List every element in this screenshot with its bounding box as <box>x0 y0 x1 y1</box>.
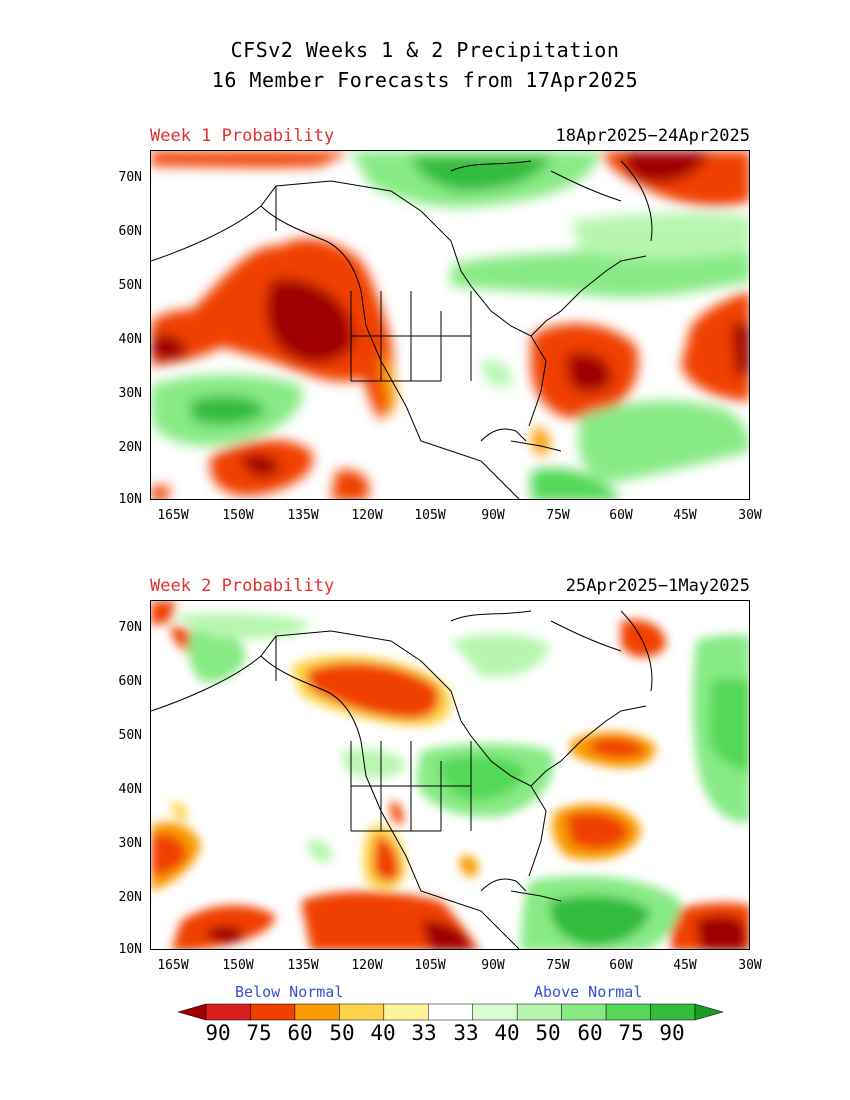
colorbar-label: 75 <box>246 1021 272 1045</box>
above-normal-label: Above Normal <box>534 983 643 1001</box>
colorbar-label: 75 <box>618 1021 644 1045</box>
colorbar-label: 40 <box>494 1021 520 1045</box>
lat-tick-70n: 70N <box>118 170 142 185</box>
week2-coastlines <box>151 610 653 949</box>
colorbar-swatch <box>561 1003 607 1021</box>
lon-tick-60w: 60W <box>609 508 633 523</box>
lon-tick-150w: 150W <box>222 508 254 523</box>
colorbar-label: 50 <box>535 1021 561 1045</box>
below-normal-label: Below Normal <box>235 983 344 1001</box>
lon-tick-105w: 105W <box>414 958 446 973</box>
lon-tick-120w: 120W <box>351 508 383 523</box>
week1-probability-map <box>150 150 750 500</box>
lon-tick-165w: 165W <box>157 958 189 973</box>
chart-title-line1: CFSv2 Weeks 1 & 2 Precipitation <box>230 38 620 62</box>
colorbar-label: 60 <box>287 1021 313 1045</box>
colorbar-swatch <box>605 1003 651 1021</box>
colorbar-label: 50 <box>329 1021 355 1045</box>
colorbar-swatch <box>339 1003 385 1021</box>
colorbar-left-arrow <box>177 1003 207 1021</box>
lon-tick-135w: 135W <box>287 508 319 523</box>
week1-coastlines <box>151 160 653 499</box>
lon-tick-75w: 75W <box>546 958 570 973</box>
lat-tick-40n: 40N <box>118 332 142 347</box>
colorbar-label: 90 <box>659 1021 685 1045</box>
lat-tick-50n: 50N <box>118 278 142 293</box>
week1-date-range: 18Apr2025−24Apr2025 <box>555 126 750 146</box>
lon-tick-60w: 60W <box>609 958 633 973</box>
lat-tick-20n: 20N <box>118 440 142 455</box>
colorbar-label: 40 <box>370 1021 396 1045</box>
lon-tick-150w: 150W <box>222 958 254 973</box>
lat-tick-30n: 30N <box>118 386 142 401</box>
colorbar <box>177 1002 724 1022</box>
colorbar-swatch <box>294 1003 340 1021</box>
colorbar-swatch <box>205 1003 251 1021</box>
lat-tick-70n: 70N <box>118 620 142 635</box>
lon-tick-90w: 90W <box>481 508 505 523</box>
week2-date-range: 25Apr2025−1May2025 <box>565 576 750 596</box>
lon-tick-120w: 120W <box>351 958 383 973</box>
colorbar-label: 33 <box>411 1021 437 1045</box>
lat-tick-60n: 60N <box>118 224 142 239</box>
lat-tick-40n: 40N <box>118 782 142 797</box>
lat-tick-50n: 50N <box>118 728 142 743</box>
lon-tick-90w: 90W <box>481 958 505 973</box>
colorbar-swatch <box>250 1003 296 1021</box>
lon-tick-165w: 165W <box>157 508 189 523</box>
lon-tick-45w: 45W <box>673 958 697 973</box>
chart-title-line2: 16 Member Forecasts from 17Apr2025 <box>211 68 639 92</box>
lat-tick-10n: 10N <box>118 492 142 507</box>
colorbar-right-arrow <box>694 1003 724 1021</box>
week1-probability-label: Week 1 Probability <box>150 126 335 146</box>
lat-tick-20n: 20N <box>118 890 142 905</box>
lat-tick-30n: 30N <box>118 836 142 851</box>
colorbar-label: 90 <box>205 1021 231 1045</box>
colorbar-label: 60 <box>577 1021 603 1045</box>
lat-tick-60n: 60N <box>118 674 142 689</box>
colorbar-swatch <box>650 1003 696 1021</box>
lon-tick-45w: 45W <box>673 508 697 523</box>
lon-tick-135w: 135W <box>287 958 319 973</box>
colorbar-swatch <box>472 1003 518 1021</box>
lon-tick-30w: 30W <box>738 958 762 973</box>
week2-probability-map <box>150 600 750 950</box>
lon-tick-75w: 75W <box>546 508 570 523</box>
lon-tick-30w: 30W <box>738 508 762 523</box>
colorbar-swatch <box>428 1003 473 1021</box>
lat-tick-10n: 10N <box>118 942 142 957</box>
colorbar-swatch <box>383 1003 429 1021</box>
lon-tick-105w: 105W <box>414 508 446 523</box>
colorbar-swatch <box>516 1003 562 1021</box>
week2-probability-label: Week 2 Probability <box>150 576 335 596</box>
colorbar-label: 33 <box>453 1021 479 1045</box>
